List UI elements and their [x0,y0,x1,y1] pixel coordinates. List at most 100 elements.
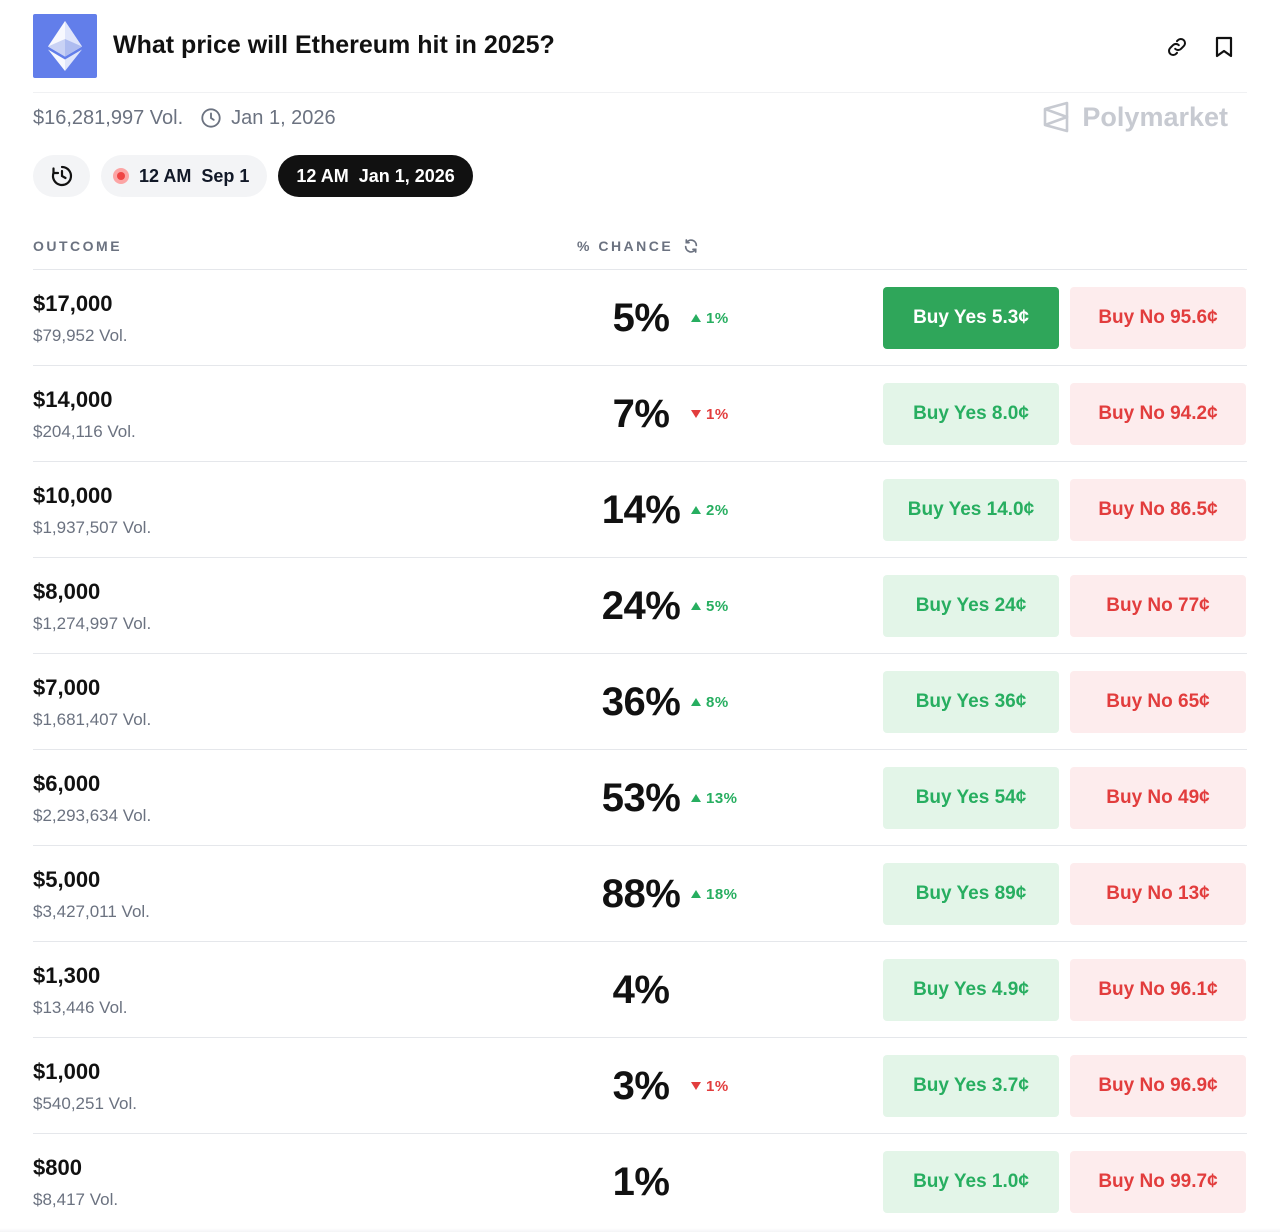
polymarket-logo-icon [1044,101,1069,133]
header-divider [33,92,1247,93]
outcome-name: $800 [33,1155,82,1180]
buy-no-button[interactable]: Buy No 99.7¢ [1070,1151,1246,1213]
buy-no-button[interactable]: Buy No 96.1¢ [1070,959,1246,1021]
chance-delta: 5% [691,598,729,615]
chance-delta: 1% [691,310,729,327]
outcome-volume: $13,446 Vol. [33,998,128,1017]
outcome-volume: $8,417 Vol. [33,1190,119,1209]
triangle-up-icon [691,314,701,322]
outcome-volume: $540,251 Vol. [33,1094,137,1113]
buy-yes-button[interactable]: Buy Yes 5.3¢ [883,287,1059,349]
date-filter-jan-1-2026[interactable]: 12 AM Jan 1, 2026 [278,155,473,197]
chance-column-header: % CHANCE [577,238,699,254]
triangle-down-icon [691,410,701,418]
buy-no-button[interactable]: Buy No 95.6¢ [1070,287,1246,349]
market-volume: $16,281,997 Vol. [33,106,184,129]
buy-yes-button[interactable]: Buy Yes 36¢ [883,671,1059,733]
table-row[interactable]: $5,000 $3,427,011 Vol. 88% 18% Buy Yes 89¢ Bu… [33,846,1247,942]
buy-yes-button[interactable]: Buy Yes 14.0¢ [883,479,1059,541]
outcome-volume: $1,274,997 Vol. [33,614,152,633]
bookmark-icon[interactable] [1211,34,1237,60]
chance-delta: 8% [691,694,729,711]
outcome-volume: $1,681,407 Vol. [33,710,152,729]
chance-delta-value: 18% [706,885,738,903]
buy-no-button[interactable]: Buy No 13¢ [1070,863,1246,925]
buy-no-button[interactable]: Buy No 49¢ [1070,767,1246,829]
table-row[interactable]: $14,000 $204,116 Vol. 7% 1% Buy Yes 8.0¢ Buy … [33,366,1247,462]
chance-value: 36% [601,679,681,724]
chance-value: 5% [612,295,670,340]
buy-yes-button[interactable]: Buy Yes 89¢ [883,863,1059,925]
bottom-edge [0,1228,1280,1232]
buy-no-button[interactable]: Buy No 77¢ [1070,575,1246,637]
triangle-up-icon [691,698,701,706]
chance-delta-value: 1% [706,405,729,423]
buy-no-button[interactable]: Buy No 94.2¢ [1070,383,1246,445]
outcome-name: $5,000 [33,867,101,892]
chance-value: 7% [612,391,670,436]
outcome-chance: 36% 8% [601,654,729,750]
history-button[interactable] [33,155,90,197]
table-row[interactable]: $800 $8,417 Vol. 1% Buy Yes 1.0¢ Buy No 99.7… [33,1134,1247,1230]
buy-yes-button[interactable]: Buy Yes 4.9¢ [883,959,1059,1021]
outcome-chance: 7% 1% [601,366,729,462]
outcome-chance: 24% 5% [601,558,729,654]
outcome-volume: $3,427,011 Vol. [33,902,150,921]
chance-delta: 13% [691,790,738,807]
chance-value: 53% [601,775,681,820]
outcome-name: $14,000 [33,387,113,412]
table-row[interactable]: $1,000 $540,251 Vol. 3% 1% Buy Yes 3.7¢ Buy N… [33,1038,1247,1134]
outcome-chance: 14% 2% [601,462,729,558]
outcome-name: $7,000 [33,675,101,700]
market-meta: $16,281,997 Vol. Jan 1, 2026 [33,104,336,132]
buy-yes-button[interactable]: Buy Yes 54¢ [883,767,1059,829]
table-row[interactable]: $7,000 $1,681,407 Vol. 36% 8% Buy Yes 36¢ Buy… [33,654,1247,750]
buy-yes-button[interactable]: Buy Yes 3.7¢ [883,1055,1059,1117]
outcome-name: $17,000 [33,291,113,316]
table-header-divider [33,269,1247,270]
ethereum-icon [48,21,82,71]
table-row[interactable]: $1,300 $13,446 Vol. 4% Buy Yes 4.9¢ Buy No 9… [33,942,1247,1038]
outcome-volume: $1,937,507 Vol. [33,518,152,537]
buy-no-button[interactable]: Buy No 65¢ [1070,671,1246,733]
chance-delta: 1% [691,406,729,423]
outcome-volume: $204,116 Vol. [33,422,136,441]
buy-yes-button[interactable]: Buy Yes 24¢ [883,575,1059,637]
chance-delta: 2% [691,502,729,519]
buy-no-button[interactable]: Buy No 86.5¢ [1070,479,1246,541]
link-icon[interactable] [1164,34,1190,60]
chance-delta-value: 1% [706,1077,729,1095]
chance-value: 24% [601,583,681,628]
chance-delta: 1% [691,1078,729,1095]
chance-delta-value: 13% [706,789,738,807]
chance-delta-value: 1% [706,309,729,327]
outcome-volume: $79,952 Vol. [33,326,128,345]
buy-yes-button[interactable]: Buy Yes 8.0¢ [883,383,1059,445]
table-row[interactable]: $10,000 $1,937,507 Vol. 14% 2% Buy Yes 14.0¢… [33,462,1247,558]
date-filter-sep-1[interactable]: 12 AM Sep 1 [101,155,268,197]
triangle-up-icon [691,602,701,610]
table-row[interactable]: $8,000 $1,274,997 Vol. 24% 5% Buy Yes 24¢ Buy… [33,558,1247,654]
chance-delta-value: 8% [706,693,729,711]
outcome-name: $1,000 [33,1059,101,1084]
chance-delta: 18% [691,886,738,903]
date-filter-label: 12 AM Sep 1 [139,165,250,186]
triangle-up-icon [691,794,701,802]
history-icon [51,165,72,187]
outcome-chance: 3% 1% [601,1038,729,1134]
chance-delta-value: 5% [706,597,729,615]
outcome-volume: $2,293,634 Vol. [33,806,152,825]
chance-value: 88% [601,871,681,916]
buy-yes-button[interactable]: Buy Yes 1.0¢ [883,1151,1059,1213]
table-row[interactable]: $17,000 $79,952 Vol. 5% 1% Buy Yes 5.3¢ Buy N… [33,270,1247,366]
buy-no-button[interactable]: Buy No 96.9¢ [1070,1055,1246,1117]
outcome-chance: 1% [601,1134,681,1230]
table-row[interactable]: $6,000 $2,293,634 Vol. 53% 13% Buy Yes 54¢ Bu… [33,750,1247,846]
chance-value: 4% [612,967,670,1012]
outcome-name: $1,300 [33,963,101,988]
polymarket-brand: Polymarket [1042,101,1228,133]
refresh-icon[interactable] [683,238,699,254]
triangle-up-icon [691,890,701,898]
outcome-name: $8,000 [33,579,101,604]
